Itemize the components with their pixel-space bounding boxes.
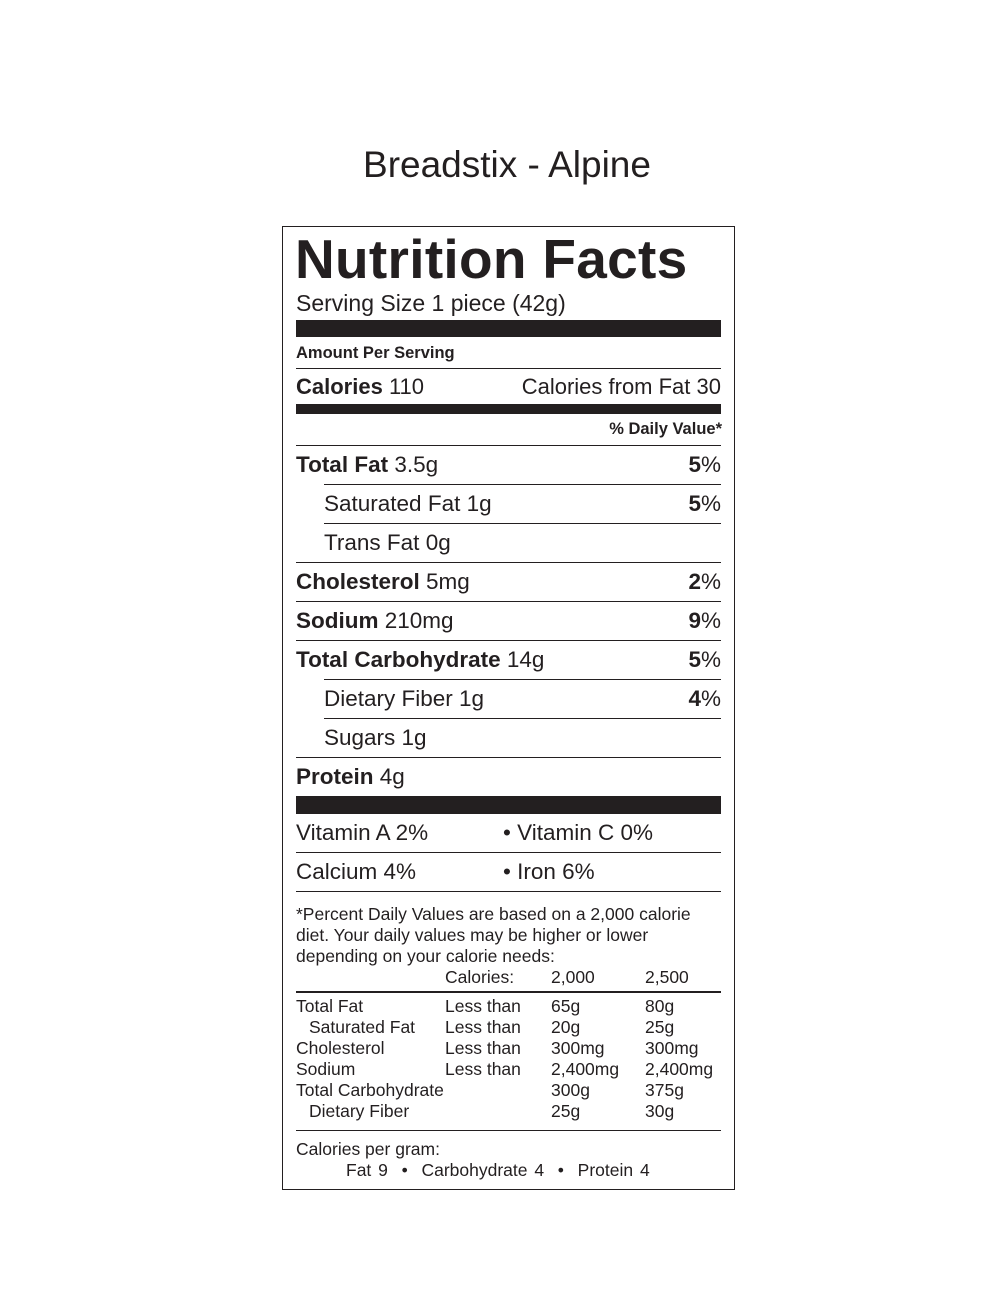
divider [296, 757, 721, 759]
nutrient-row-total-carbohydrate: Total Carbohydrate 14g [296, 645, 544, 675]
calories-label: Calories [296, 374, 383, 399]
reference-cell: 20g [551, 1017, 581, 1037]
reference-cell: Cholesterol [296, 1038, 385, 1058]
nutrient-name: Protein [296, 764, 374, 789]
nutrient-amount: 3.5g [388, 452, 439, 477]
nutrient-amount: 1g [452, 686, 485, 711]
nutrient-name: Sodium [296, 608, 379, 633]
reference-cell: 2,400mg [645, 1059, 714, 1079]
reference-cell: Total Fat [296, 996, 364, 1016]
calories-per-gram: Fat 9 • Carbohydrate 4 • Protein 4 [346, 1160, 650, 1180]
nutrient-amount: 5mg [419, 569, 470, 594]
reference-cell: 300mg [551, 1038, 605, 1058]
reference-cell: 2,400mg [551, 1059, 620, 1079]
divider [324, 718, 721, 720]
reference-cell: Less than [445, 1059, 521, 1079]
nutrient-name: Sugars [324, 725, 396, 750]
product-title: Breadstix - Alpine [363, 144, 651, 185]
nutrient-row-total-fat: Total Fat 3.5g [296, 450, 438, 480]
reference-cell: Dietary Fiber [309, 1101, 410, 1121]
nutrient-name: Saturated Fat [324, 491, 461, 516]
nutrient-amount: 14g [500, 647, 545, 672]
reference-cell: Calories: [445, 967, 515, 987]
medium-divider [296, 404, 721, 414]
footnote-line: *Percent Daily Values are based on a 2,0… [296, 904, 691, 924]
reference-cell: 2,000 [551, 967, 595, 987]
amount-per-serving: Amount Per Serving [296, 343, 455, 362]
nutrient-daily-value: 9% [688, 608, 721, 633]
calories-value: 110 [388, 374, 425, 399]
divider [324, 523, 721, 525]
vitamin-item: • Iron 6% [503, 859, 595, 884]
divider [296, 445, 721, 447]
reference-cell: Total Carbohydrate [296, 1080, 444, 1100]
nutrient-name: Total Carbohydrate [296, 647, 501, 672]
divider [296, 852, 721, 854]
calories-from-fat: Calories from Fat 30 [521, 374, 721, 399]
footnote-line: depending on your calorie needs: [296, 946, 555, 966]
nutrient-amount: 0g [419, 530, 451, 555]
nutrient-row-dietary-fiber: Dietary Fiber 1g [324, 684, 484, 714]
vitamin-item: Calcium 4% [296, 859, 417, 884]
divider [324, 679, 721, 681]
nutrient-daily-value: 5% [688, 452, 721, 477]
nutrient-daily-value: 4% [688, 686, 721, 711]
nutrient-name: Total Fat [296, 452, 389, 477]
calories-row: Calories 110 [296, 373, 424, 401]
divider [296, 601, 721, 603]
nutrient-row-saturated-fat: Saturated Fat 1g [324, 489, 492, 519]
reference-cell: 25g [551, 1101, 581, 1121]
vitamin-item: • Vitamin C 0% [503, 820, 654, 845]
nutrient-amount: 1g [395, 725, 427, 750]
nutrient-daily-value: 5% [688, 491, 721, 516]
reference-cell: Less than [445, 1017, 521, 1037]
reference-cell: Less than [445, 1038, 521, 1058]
calories-per-gram-label: Calories per gram: [296, 1139, 440, 1159]
nutrient-amount: 1g [460, 491, 492, 516]
divider [296, 1130, 721, 1132]
nutrient-row-trans-fat: Trans Fat 0g [324, 528, 451, 558]
nutrient-name: Dietary Fiber [324, 686, 453, 711]
divider [296, 991, 721, 993]
reference-cell: 65g [551, 996, 581, 1016]
nutrient-daily-value: 5% [688, 647, 721, 672]
nutrient-name: Trans Fat [324, 530, 420, 555]
reference-cell: 2,500 [645, 967, 689, 987]
reference-cell: 300g [551, 1080, 590, 1100]
nutrient-row-sodium: Sodium 210mg [296, 606, 454, 636]
reference-cell: 375g [645, 1080, 684, 1100]
reference-cell: 30g [645, 1101, 675, 1121]
reference-cell: Less than [445, 996, 521, 1016]
reference-cell: 80g [645, 996, 675, 1016]
footnote-line: diet. Your daily values may be higher or… [296, 925, 649, 945]
nutrient-amount: 210mg [378, 608, 454, 633]
nutrient-name: Cholesterol [296, 569, 420, 594]
nutrient-row-protein: Protein 4g [296, 762, 405, 792]
nutrient-amount: 4g [373, 764, 405, 789]
divider [324, 484, 721, 486]
divider [296, 368, 721, 370]
divider [296, 562, 721, 564]
divider [296, 891, 721, 893]
thick-divider [296, 796, 721, 814]
divider [296, 640, 721, 642]
nutrient-daily-value: 2% [688, 569, 721, 594]
serving-size: Serving Size 1 piece (42g) [296, 289, 566, 316]
reference-cell: Saturated Fat [309, 1017, 416, 1037]
reference-cell: 25g [645, 1017, 675, 1037]
thick-divider [296, 320, 721, 337]
nutrition-label-border [282, 226, 735, 1190]
label-heading: Nutrition Facts [295, 228, 688, 290]
daily-value-header: % Daily Value* [609, 419, 722, 438]
reference-cell: 300mg [645, 1038, 699, 1058]
vitamin-item: Vitamin A 2% [296, 820, 429, 845]
nutrient-row-cholesterol: Cholesterol 5mg [296, 567, 470, 597]
nutrient-row-sugars: Sugars 1g [324, 723, 427, 753]
reference-cell: Sodium [296, 1059, 356, 1079]
